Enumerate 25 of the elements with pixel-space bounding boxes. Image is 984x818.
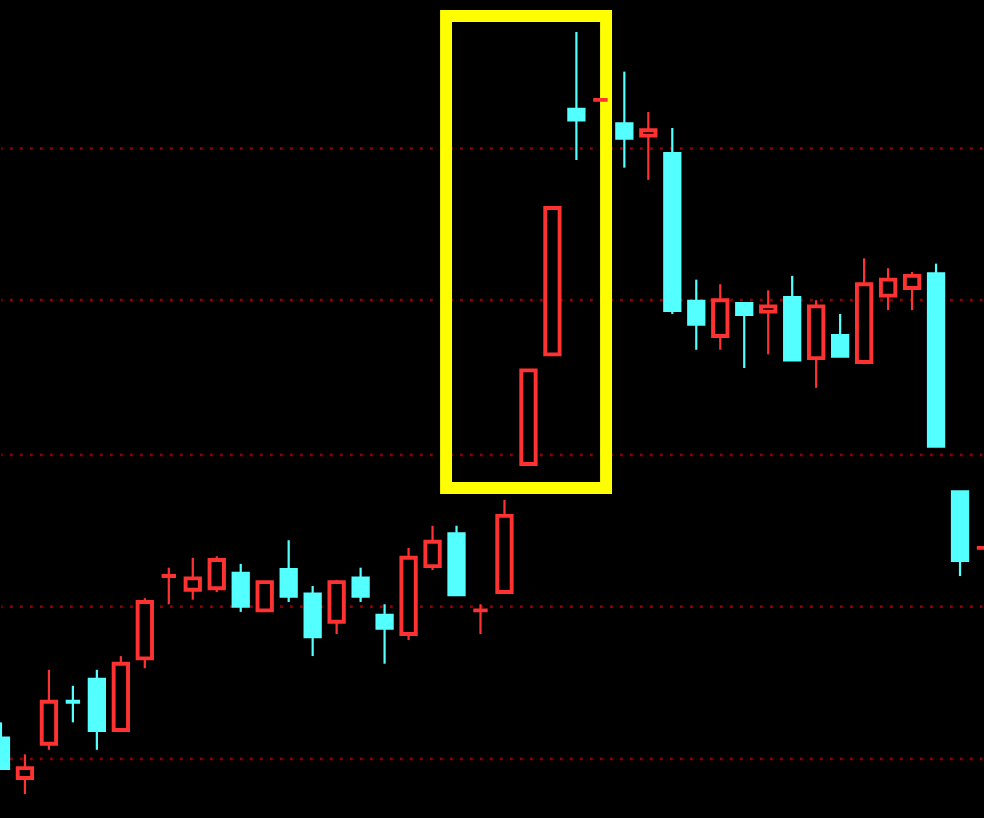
candlestick [711,283,730,351]
candlestick [327,578,346,636]
candlestick [375,603,394,665]
candlestick [615,70,634,169]
candlestick [735,302,754,370]
candlestick [15,753,35,796]
candlestick [351,566,370,604]
candlestick [279,539,298,604]
candlestick [759,289,778,356]
candlestick [159,566,178,606]
candlestick [471,603,490,636]
candlestick [255,580,274,613]
candlestick [207,555,226,594]
candlestick [567,30,586,162]
candlestick [63,684,83,724]
candlestick [639,110,658,181]
candlestick [303,584,322,658]
candlestick [902,270,922,312]
candlestick [831,312,850,358]
candlestick [423,524,442,572]
candlestick [878,267,898,312]
candlestick [687,278,706,351]
candlestick [39,668,59,751]
candlestick [183,556,202,601]
candlestick [231,562,250,613]
